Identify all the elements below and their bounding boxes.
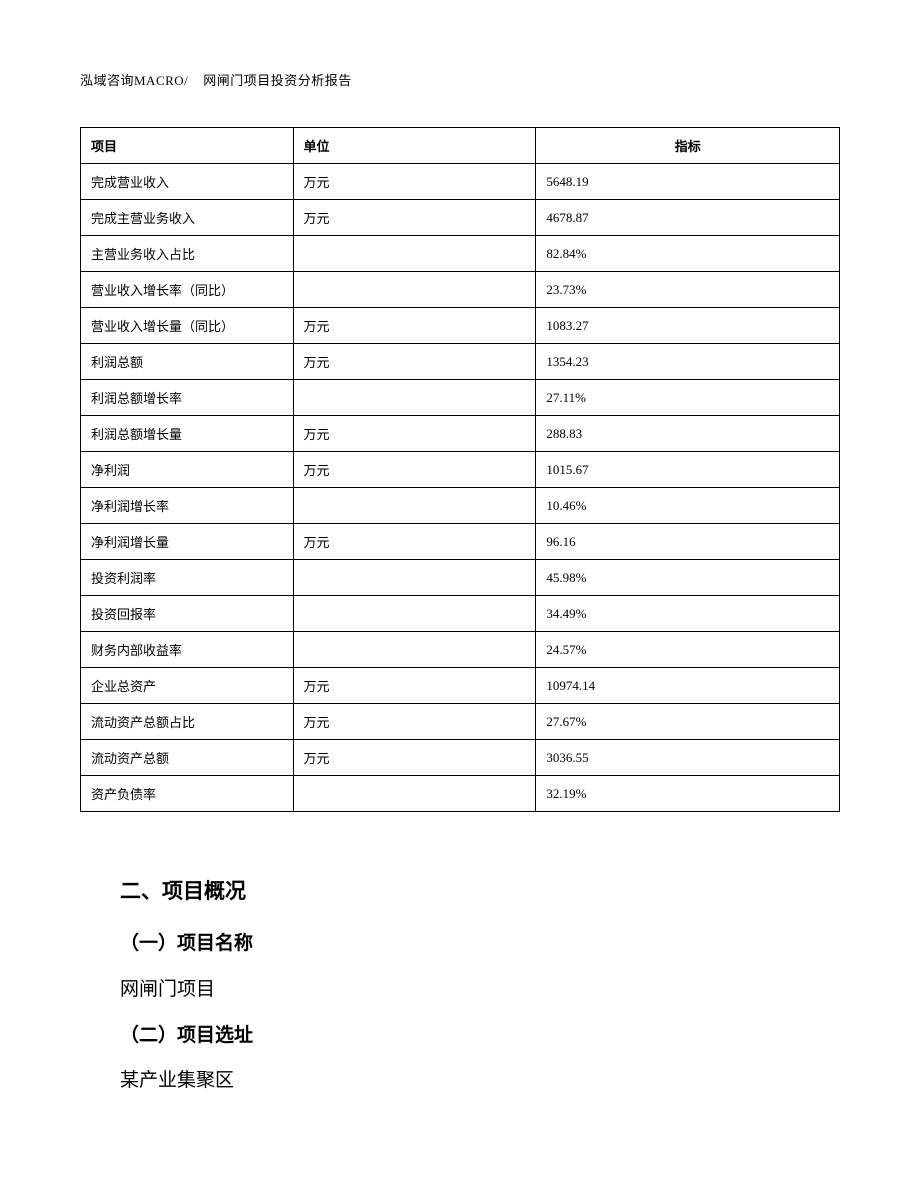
table-row: 利润总额万元1354.23 (81, 344, 840, 380)
cell-indicator: 3036.55 (536, 740, 840, 776)
header-left: 泓域咨询MACRO/ (80, 73, 188, 88)
cell-unit: 万元 (293, 452, 536, 488)
cell-unit: 万元 (293, 308, 536, 344)
cell-unit: 万元 (293, 344, 536, 380)
cell-item: 资产负债率 (81, 776, 294, 812)
cell-indicator: 24.57% (536, 632, 840, 668)
cell-item: 完成营业收入 (81, 164, 294, 200)
cell-unit (293, 560, 536, 596)
cell-indicator: 5648.19 (536, 164, 840, 200)
cell-unit: 万元 (293, 668, 536, 704)
cell-item: 流动资产总额 (81, 740, 294, 776)
table-row: 利润总额增长量万元288.83 (81, 416, 840, 452)
table-row: 流动资产总额万元3036.55 (81, 740, 840, 776)
cell-indicator: 10.46% (536, 488, 840, 524)
cell-unit (293, 776, 536, 812)
cell-unit: 万元 (293, 524, 536, 560)
table-row: 净利润增长率 10.46% (81, 488, 840, 524)
cell-item: 投资回报率 (81, 596, 294, 632)
cell-indicator: 288.83 (536, 416, 840, 452)
section-heading: 二、项目概况 (120, 867, 840, 917)
table-row: 资产负债率 32.19% (81, 776, 840, 812)
cell-indicator: 1083.27 (536, 308, 840, 344)
table-row: 主营业务收入占比 82.84% (81, 236, 840, 272)
cell-indicator: 32.19% (536, 776, 840, 812)
cell-indicator: 4678.87 (536, 200, 840, 236)
cell-unit: 万元 (293, 740, 536, 776)
body-text: 二、项目概况 （一）项目名称 网闸门项目 （二）项目选址 某产业集聚区 (80, 867, 840, 1104)
table-header-row: 项目 单位 指标 (81, 128, 840, 164)
cell-unit (293, 272, 536, 308)
cell-indicator: 82.84% (536, 236, 840, 272)
cell-unit: 万元 (293, 200, 536, 236)
table-row: 净利润增长量万元96.16 (81, 524, 840, 560)
table-row: 营业收入增长率（同比） 23.73% (81, 272, 840, 308)
header-right: 网闸门项目投资分析报告 (203, 73, 352, 88)
cell-unit (293, 380, 536, 416)
cell-unit (293, 596, 536, 632)
table-row: 投资利润率 45.98% (81, 560, 840, 596)
financial-table: 项目 单位 指标 完成营业收入万元5648.19完成主营业务收入万元4678.8… (80, 127, 840, 812)
table-row: 财务内部收益率 24.57% (81, 632, 840, 668)
cell-item: 投资利润率 (81, 560, 294, 596)
cell-item: 营业收入增长量（同比） (81, 308, 294, 344)
cell-unit: 万元 (293, 704, 536, 740)
table-row: 流动资产总额占比万元27.67% (81, 704, 840, 740)
col-header-indicator: 指标 (536, 128, 840, 164)
cell-item: 利润总额 (81, 344, 294, 380)
cell-item: 企业总资产 (81, 668, 294, 704)
cell-item: 净利润增长率 (81, 488, 294, 524)
subsection-1-title: （一）项目名称 (120, 921, 840, 967)
table-row: 利润总额增长率 27.11% (81, 380, 840, 416)
table-row: 完成营业收入万元5648.19 (81, 164, 840, 200)
cell-item: 完成主营业务收入 (81, 200, 294, 236)
col-header-item: 项目 (81, 128, 294, 164)
cell-item: 净利润增长量 (81, 524, 294, 560)
cell-item: 净利润 (81, 452, 294, 488)
cell-indicator: 1354.23 (536, 344, 840, 380)
cell-unit (293, 236, 536, 272)
cell-indicator: 27.11% (536, 380, 840, 416)
cell-indicator: 10974.14 (536, 668, 840, 704)
table-row: 营业收入增长量（同比）万元1083.27 (81, 308, 840, 344)
cell-indicator: 1015.67 (536, 452, 840, 488)
subsection-2-text: 某产业集聚区 (120, 1058, 840, 1104)
subsection-2-title: （二）项目选址 (120, 1013, 840, 1059)
table-body: 完成营业收入万元5648.19完成主营业务收入万元4678.87主营业务收入占比… (81, 164, 840, 812)
cell-item: 主营业务收入占比 (81, 236, 294, 272)
cell-item: 营业收入增长率（同比） (81, 272, 294, 308)
page: 泓域咨询MACRO/ 网闸门项目投资分析报告 项目 单位 指标 完成营业收入万元… (0, 0, 920, 1164)
cell-unit (293, 488, 536, 524)
table-row: 完成主营业务收入万元4678.87 (81, 200, 840, 236)
cell-item: 利润总额增长率 (81, 380, 294, 416)
col-header-unit: 单位 (293, 128, 536, 164)
cell-indicator: 23.73% (536, 272, 840, 308)
table-row: 投资回报率 34.49% (81, 596, 840, 632)
subsection-1-text: 网闸门项目 (120, 967, 840, 1013)
cell-indicator: 34.49% (536, 596, 840, 632)
cell-item: 利润总额增长量 (81, 416, 294, 452)
cell-unit (293, 632, 536, 668)
cell-indicator: 27.67% (536, 704, 840, 740)
cell-indicator: 96.16 (536, 524, 840, 560)
table-row: 净利润万元1015.67 (81, 452, 840, 488)
cell-unit: 万元 (293, 164, 536, 200)
cell-item: 流动资产总额占比 (81, 704, 294, 740)
cell-unit: 万元 (293, 416, 536, 452)
cell-item: 财务内部收益率 (81, 632, 294, 668)
page-header: 泓域咨询MACRO/ 网闸门项目投资分析报告 (80, 70, 840, 89)
table-row: 企业总资产万元10974.14 (81, 668, 840, 704)
cell-indicator: 45.98% (536, 560, 840, 596)
